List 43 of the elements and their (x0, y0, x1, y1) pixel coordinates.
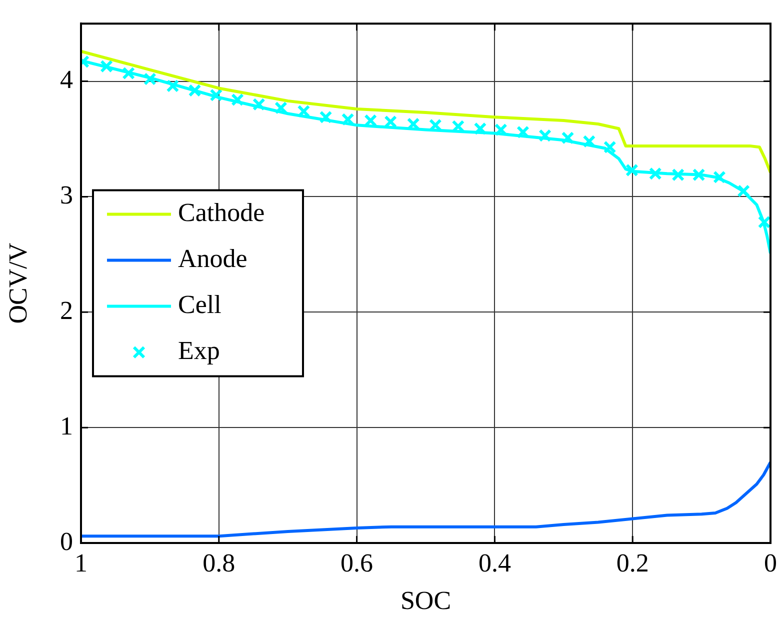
point (692, 168, 706, 182)
y-tick-label: 3 (60, 180, 73, 210)
point (252, 98, 266, 111)
point (758, 216, 770, 229)
point (582, 134, 596, 148)
point (538, 129, 552, 142)
y-axis-title: OCV/V (3, 242, 32, 324)
y-tick-label: 1 (60, 411, 73, 440)
point (122, 66, 136, 80)
point (144, 72, 156, 86)
legend-label: Cell (178, 290, 222, 320)
point (737, 184, 750, 198)
point (713, 170, 726, 184)
y-tick-label: 0 (60, 526, 73, 556)
x-tick-label: 0 (764, 548, 777, 578)
x-tick-label: 0.2 (616, 548, 649, 578)
point (341, 112, 354, 126)
x-tick-label: 0.8 (202, 548, 236, 578)
point (100, 60, 113, 73)
point (166, 79, 180, 92)
legend-label: Cathode (178, 198, 265, 228)
legend-label: Anode (178, 244, 248, 274)
x-tick-label: 0.6 (340, 548, 374, 578)
point (231, 93, 244, 106)
x-axis-title: SOC (400, 586, 452, 616)
y-tick-label: 4 (60, 65, 73, 94)
point (603, 140, 616, 154)
point (319, 110, 332, 124)
point (210, 88, 223, 102)
point (561, 131, 574, 144)
point (648, 167, 662, 180)
point (494, 123, 508, 136)
x-tick-label: 0.4 (478, 548, 511, 578)
point (474, 122, 487, 136)
point (384, 115, 398, 128)
point (297, 104, 310, 118)
point (516, 126, 530, 139)
point (672, 168, 685, 182)
legend-label: Exp (178, 336, 220, 366)
point (274, 101, 288, 114)
point (188, 84, 202, 97)
y-tick-label: 2 (60, 296, 73, 325)
point (625, 164, 638, 177)
